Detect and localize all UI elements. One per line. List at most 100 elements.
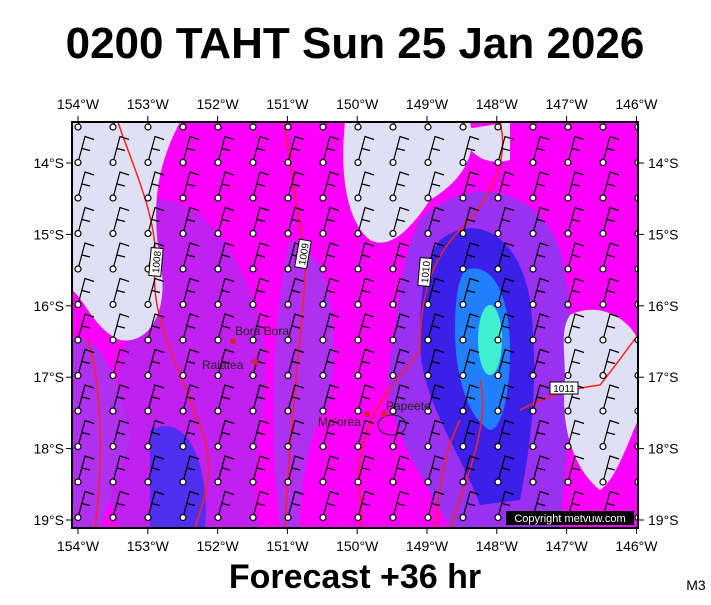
barb-station <box>319 442 327 451</box>
barb-shaft <box>112 242 130 270</box>
wind-barb <box>144 206 165 238</box>
barb-shaft <box>182 455 200 483</box>
wind-barb <box>319 490 340 522</box>
barb-shaft <box>322 419 340 447</box>
wind-barb <box>424 171 445 202</box>
wind-barb <box>214 206 235 238</box>
barb-shaft <box>252 384 270 412</box>
barb-station <box>284 229 292 238</box>
barb-station <box>214 442 222 451</box>
wind-barb <box>459 122 467 131</box>
barb-shaft <box>287 490 305 518</box>
wind-barb <box>284 122 292 131</box>
barb-station <box>319 336 327 344</box>
wind-barb <box>74 455 95 486</box>
barb-shaft <box>427 490 445 518</box>
barb-shaft <box>567 135 585 163</box>
barb-station <box>109 442 117 451</box>
barb-shaft <box>147 313 165 341</box>
barb-station <box>144 194 152 202</box>
barb-shaft <box>77 313 95 341</box>
wind-barb <box>109 206 130 238</box>
barb-shaft <box>427 135 445 163</box>
barb-station <box>599 265 607 273</box>
wind-barb <box>74 171 95 202</box>
barb-shaft <box>112 206 130 234</box>
barb-station <box>109 513 117 522</box>
barb-station <box>74 442 82 451</box>
barb-station <box>319 478 327 486</box>
barb-shaft <box>427 419 445 447</box>
wind-barb <box>319 242 340 273</box>
wind-barb <box>144 135 165 167</box>
barb-station <box>494 265 502 273</box>
wind-barb <box>564 277 585 309</box>
barb-shaft <box>182 490 200 518</box>
lat-label-left: 19°S <box>33 512 64 528</box>
barb-shaft <box>392 384 410 412</box>
barb-station <box>424 407 432 415</box>
barb-station <box>389 442 397 451</box>
barb-station <box>424 442 432 451</box>
barb-shaft <box>287 313 305 341</box>
barb-shaft <box>147 135 165 163</box>
barb-station <box>179 194 187 202</box>
barb-station <box>564 336 572 344</box>
barb-shaft <box>217 206 235 234</box>
barb-shaft <box>497 171 515 199</box>
field-blue <box>150 426 206 528</box>
barb-station <box>354 158 362 167</box>
wind-barb <box>74 242 95 273</box>
barb-shaft <box>182 171 200 199</box>
barb-station <box>529 229 537 238</box>
barb-station <box>459 513 467 522</box>
wind-barb <box>389 490 410 522</box>
wind-barb <box>599 313 620 344</box>
place-label: Bora Bora <box>235 324 289 338</box>
barb-station <box>144 229 152 238</box>
barb-shaft <box>322 135 340 163</box>
barb-shaft <box>602 455 620 483</box>
field-cyan <box>478 305 502 375</box>
barb-station <box>424 300 432 309</box>
barb-shaft <box>637 479 638 482</box>
barb-station <box>424 371 432 380</box>
wind-barb <box>144 455 165 486</box>
barb-shaft <box>287 171 305 199</box>
barb-station <box>109 158 117 167</box>
barb-station <box>74 371 82 380</box>
lon-label-bottom: 151°W <box>266 538 309 554</box>
barb-station <box>144 300 152 309</box>
wind-barb <box>494 490 515 522</box>
wind-barb <box>74 384 95 415</box>
barb-station <box>109 478 117 486</box>
lat-label-right: 19°S <box>648 512 679 528</box>
wind-barb <box>214 171 235 202</box>
wind-barb <box>249 206 270 238</box>
wind-barb <box>214 135 235 167</box>
barb-shaft <box>182 384 200 412</box>
barb-shaft <box>287 206 305 234</box>
lon-label-bottom: 149°W <box>406 538 449 554</box>
barb-station <box>319 229 327 238</box>
wind-barb <box>459 206 480 238</box>
wind-barb <box>459 455 480 486</box>
wind-barb <box>599 384 620 415</box>
wind-barb <box>459 135 480 167</box>
barb-station <box>284 336 292 344</box>
barb-shaft <box>532 135 550 163</box>
barb-shaft <box>462 206 480 234</box>
barb-shaft <box>147 419 165 447</box>
wind-barb <box>494 455 515 486</box>
barb-station <box>459 371 467 380</box>
barb-station <box>319 194 327 202</box>
wind-barb <box>599 455 620 486</box>
barb-station <box>599 407 607 415</box>
lon-label-top: 147°W <box>546 96 589 112</box>
barb-station <box>179 229 187 238</box>
wind-barb <box>354 122 362 131</box>
barb-station <box>179 265 187 273</box>
wind-barb <box>529 242 550 273</box>
barb-shaft <box>112 277 130 305</box>
barb-shaft <box>532 455 550 483</box>
